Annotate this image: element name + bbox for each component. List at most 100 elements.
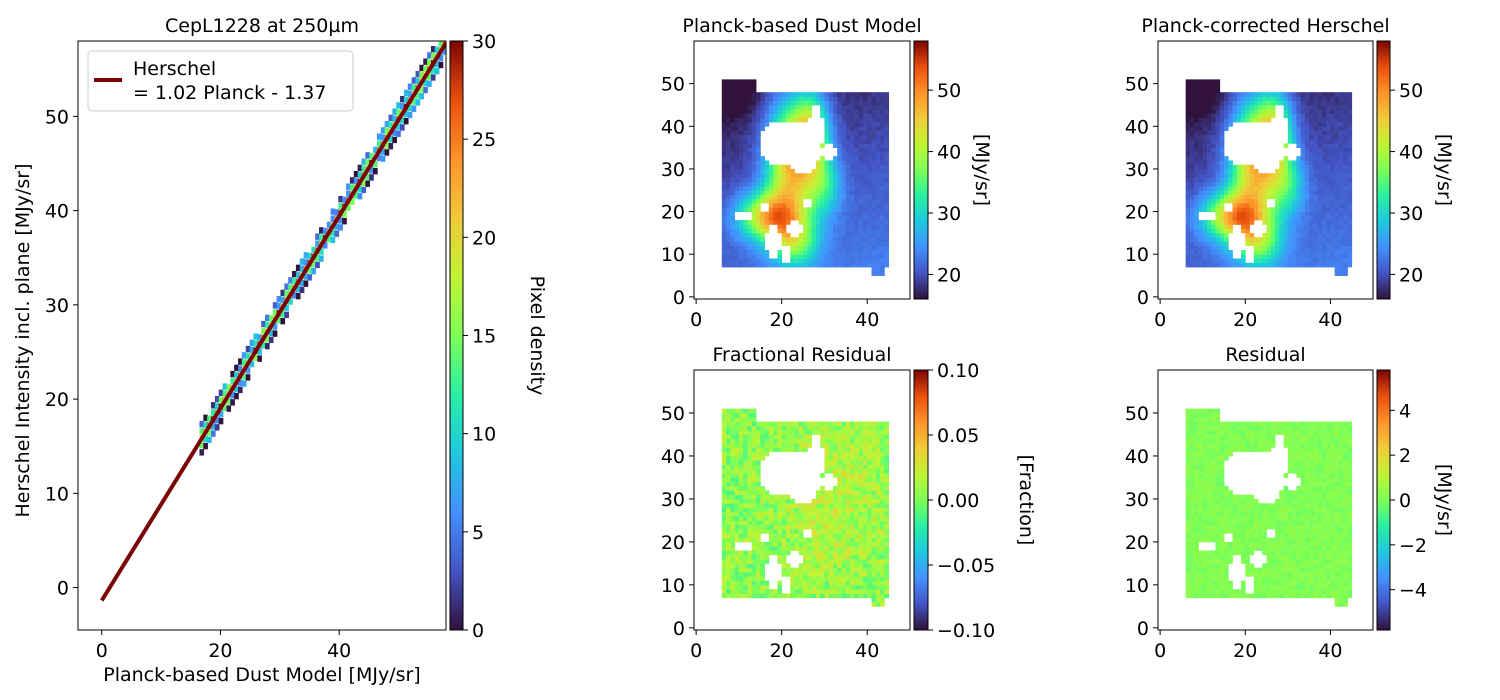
map-cell [743,117,748,123]
map-cell [1287,117,1293,123]
map-cell [1211,181,1216,187]
y-tick-label: 30 [661,489,685,511]
map-cell [880,498,885,504]
map-cell [1313,151,1319,157]
map-cell [756,220,761,225]
map-cell [764,104,770,110]
map-cell [862,546,868,551]
map-cell [820,143,825,149]
map-cell [726,96,731,102]
map-cell [751,546,757,551]
map-cell [824,207,830,212]
map-cell [1317,130,1323,136]
map-cell [1194,168,1199,174]
map-cell [867,524,872,530]
map-cell [862,468,868,474]
colorbar [913,40,929,300]
map-cell [875,177,881,183]
map-cell [841,425,847,431]
map-cell [803,524,808,530]
map-cell [1300,117,1306,123]
map-cell [785,220,791,225]
axes-frame [693,40,911,300]
map-cell [1198,104,1204,110]
map-cell [726,156,731,161]
map-cell [880,164,885,170]
map-cell [1313,117,1319,123]
map-cell [828,550,834,556]
map-cell [1185,241,1191,247]
map-cell [811,254,817,259]
map-cell [858,571,864,577]
map-cell [1300,113,1306,119]
map-cell [1287,92,1293,97]
map-cell [862,258,868,264]
map-cell [1326,92,1331,97]
colorbar-tick-label: 20 [472,227,496,249]
map-cell [875,130,881,136]
map-cell [841,447,847,453]
map-cell [760,563,765,569]
map-cell [1330,130,1336,136]
map-cell [833,220,838,225]
map-cell [1194,473,1199,478]
map-cell [773,593,778,599]
chart-title: CepL1228 at 250µm [165,15,359,37]
map-cell [747,79,753,85]
map-cell [1241,164,1246,170]
map-cell [730,126,736,131]
map-cell [1287,185,1293,191]
map-cell [884,511,890,517]
map-cell [1202,537,1208,543]
map-cell [1313,160,1319,166]
map-cell [730,443,736,448]
map-cell [862,249,868,255]
map-cell [1326,96,1331,102]
map-cell [747,524,753,530]
map-cell [1304,203,1310,208]
map-cell [875,117,881,123]
map-cell [841,160,847,166]
map-cell [1185,451,1191,457]
map-cell [738,421,744,427]
map-cell [1326,211,1331,217]
map-cell [1194,262,1199,268]
map-cell [768,104,774,110]
map-cell [1228,92,1233,97]
map-cell [730,451,736,457]
map-cell [773,524,778,530]
map-cell [824,249,830,255]
map-cell [807,425,813,431]
map-cell [807,430,813,435]
map-cell [747,563,753,569]
map-cell [726,126,731,131]
map-cell [850,455,855,461]
map-cell [1194,477,1199,483]
density-cell [322,228,328,235]
map-cell [734,262,740,268]
map-cell [1202,122,1208,127]
map-cell [1211,228,1216,234]
map-cell [1347,100,1353,106]
map-cell [1185,464,1191,470]
map-cell [833,584,838,590]
map-cell [841,486,847,491]
map-cell [1215,554,1221,560]
map-cell [1206,434,1212,440]
map-cell [880,507,885,513]
map-cell [1262,109,1267,114]
map-cell [734,451,740,457]
map-cell [811,563,817,569]
map-cell [764,507,770,513]
map-cell [1202,576,1208,581]
map-cell [747,249,753,255]
map-cell [875,503,881,508]
map-cell [803,241,808,247]
map-cell [875,460,881,465]
map-cell [747,117,753,123]
map-cell [1185,139,1191,144]
map-cell [785,438,791,444]
map-cell [811,498,817,504]
map-cell [1215,113,1221,119]
map-cell [734,490,740,496]
